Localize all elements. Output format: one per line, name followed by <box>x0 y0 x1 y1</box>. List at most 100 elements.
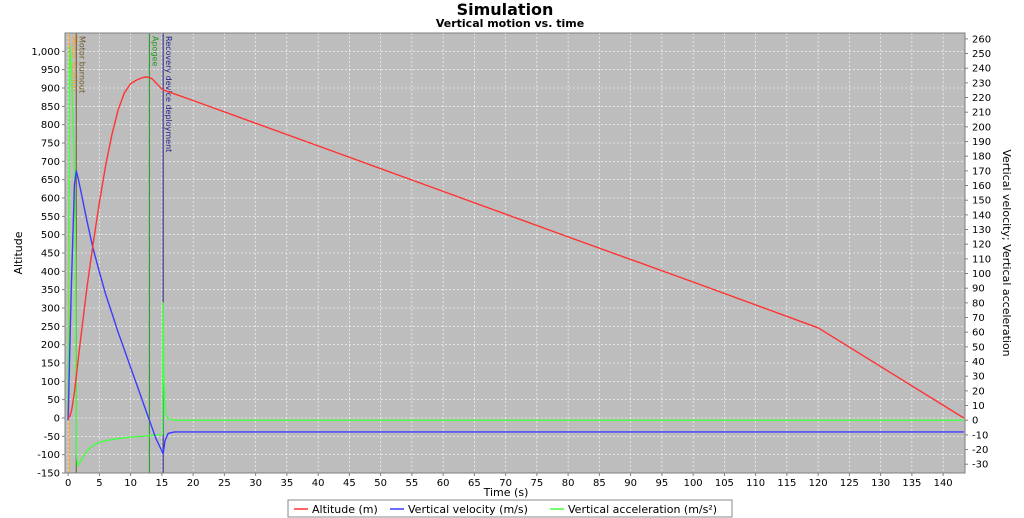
chart-title: Simulation <box>457 0 554 19</box>
y-tick-label: 500 <box>41 230 60 241</box>
y-tick-label: 0 <box>54 414 60 425</box>
x-tick-label: 75 <box>531 478 544 489</box>
x-tick-label: 115 <box>777 478 796 489</box>
y-tick-label: -150 <box>37 469 60 480</box>
x-tick-label: 85 <box>593 478 606 489</box>
y2-tick-label: -10 <box>972 430 988 441</box>
x-tick-label: 105 <box>715 478 734 489</box>
x-tick-label: 35 <box>281 478 294 489</box>
x-tick-label: 100 <box>684 478 703 489</box>
y2-tick-label: 200 <box>972 122 991 133</box>
y-tick-label: 300 <box>41 304 60 315</box>
y2-tick-label: 20 <box>972 386 985 397</box>
chart-subtitle: Vertical motion vs. time <box>436 17 584 30</box>
y-tick-label: 200 <box>41 340 60 351</box>
x-tick-label: 120 <box>809 478 828 489</box>
x-tick-label: 130 <box>871 478 890 489</box>
y2-tick-label: 210 <box>972 108 991 119</box>
x-tick-label: 50 <box>374 478 387 489</box>
legend-label-acceleration: Vertical acceleration (m/s²) <box>568 503 717 516</box>
y-tick-label: 700 <box>41 157 60 168</box>
y2-tick-label: 40 <box>972 357 985 368</box>
x-tick-label: 80 <box>562 478 575 489</box>
y2-tick-label: 160 <box>972 181 991 192</box>
y2-tick-label: 80 <box>972 298 985 309</box>
y-tick-label: -50 <box>44 432 60 443</box>
series-layer <box>67 45 965 467</box>
legend-label-velocity: Vertical velocity (m/s) <box>408 503 528 516</box>
x-tick-label: 45 <box>343 478 356 489</box>
y-tick-label: 50 <box>47 395 60 406</box>
y2-tick-label: 230 <box>972 78 991 89</box>
y2-tick-label: 180 <box>972 152 991 163</box>
x-tick-label: 135 <box>902 478 921 489</box>
y-tick-label: 750 <box>41 139 60 150</box>
y2-axis-label: Vertical velocity; Vertical acceleration <box>1000 149 1013 356</box>
y-axis-label: Altitude <box>12 231 25 274</box>
y2-tick-label: 10 <box>972 401 985 412</box>
x-tick-label: 95 <box>656 478 669 489</box>
y2-tick-label: 150 <box>972 196 991 207</box>
y2-tick-label: 260 <box>972 34 991 45</box>
y-axis-right: -30 -20 -10 0 10 20 30 40 50 60 70 80 90 100 110 120 130… <box>965 34 991 471</box>
series-line-0 <box>67 76 965 419</box>
event-label: Motor ignition <box>70 36 79 92</box>
legend: Altitude (m) Vertical velocity (m/s) Ver… <box>287 499 733 518</box>
series-line-1 <box>67 170 964 455</box>
x-tick-label: 55 <box>406 478 419 489</box>
x-tick-label: 10 <box>124 478 137 489</box>
y2-tick-label: 50 <box>972 342 985 353</box>
x-tick-label: 40 <box>312 478 325 489</box>
y2-tick-label: 130 <box>972 225 991 236</box>
x-tick-label: 60 <box>437 478 450 489</box>
x-axis-label: Time (s) <box>483 486 529 499</box>
y-tick-label: 450 <box>41 249 60 260</box>
y2-tick-label: 90 <box>972 284 985 295</box>
y-tick-label: 900 <box>41 84 60 95</box>
y-tick-label: 100 <box>41 377 60 388</box>
x-tick-label: 70 <box>499 478 512 489</box>
x-tick-label: 110 <box>746 478 765 489</box>
event-label: Apogee <box>150 36 159 66</box>
y-tick-label: 350 <box>41 285 60 296</box>
y-tick-label: 1,000 <box>31 47 60 58</box>
y-tick-label: 400 <box>41 267 60 278</box>
y2-tick-label: -30 <box>972 460 988 471</box>
y2-tick-label: 0 <box>972 416 978 427</box>
y-tick-label: 850 <box>41 102 60 113</box>
x-axis: 0 5 10 15 20 25 30 35 40 45 50 55 60 65 70 75 80 85 90 95 10… <box>65 473 953 489</box>
y-tick-label: -100 <box>37 450 60 461</box>
y2-tick-label: 140 <box>972 210 991 221</box>
y2-tick-label: 190 <box>972 137 991 148</box>
x-tick-label: 5 <box>96 478 102 489</box>
y-tick-label: 800 <box>41 120 60 131</box>
y-tick-label: 550 <box>41 212 60 223</box>
event-label: Recovery device deployment <box>164 36 173 152</box>
y2-tick-label: 60 <box>972 328 985 339</box>
y2-tick-label: 240 <box>972 64 991 75</box>
x-tick-label: 30 <box>249 478 262 489</box>
x-tick-label: 125 <box>840 478 859 489</box>
x-tick-label: 140 <box>934 478 953 489</box>
y2-tick-label: 220 <box>972 93 991 104</box>
x-tick-label: 15 <box>156 478 169 489</box>
y2-tick-label: 170 <box>972 166 991 177</box>
series-line-2 <box>67 45 964 467</box>
y-axis-left: -150 -100 -50 0 50 100 150 200 250 300 350 400 450 50… <box>31 47 65 480</box>
event-label: Motor burnout <box>77 36 86 93</box>
legend-box <box>287 499 733 518</box>
y2-tick-label: 70 <box>972 313 985 324</box>
y2-tick-label: 110 <box>972 254 991 265</box>
x-tick-label: 65 <box>468 478 481 489</box>
x-tick-label: 25 <box>218 478 231 489</box>
y-tick-label: 250 <box>41 322 60 333</box>
x-tick-label: 0 <box>65 478 71 489</box>
y-tick-label: 600 <box>41 194 60 205</box>
y2-tick-label: -20 <box>972 445 988 456</box>
y-tick-label: 150 <box>41 359 60 370</box>
y2-tick-label: 100 <box>972 269 991 280</box>
y2-tick-label: 250 <box>972 49 991 60</box>
x-tick-label: 90 <box>624 478 637 489</box>
